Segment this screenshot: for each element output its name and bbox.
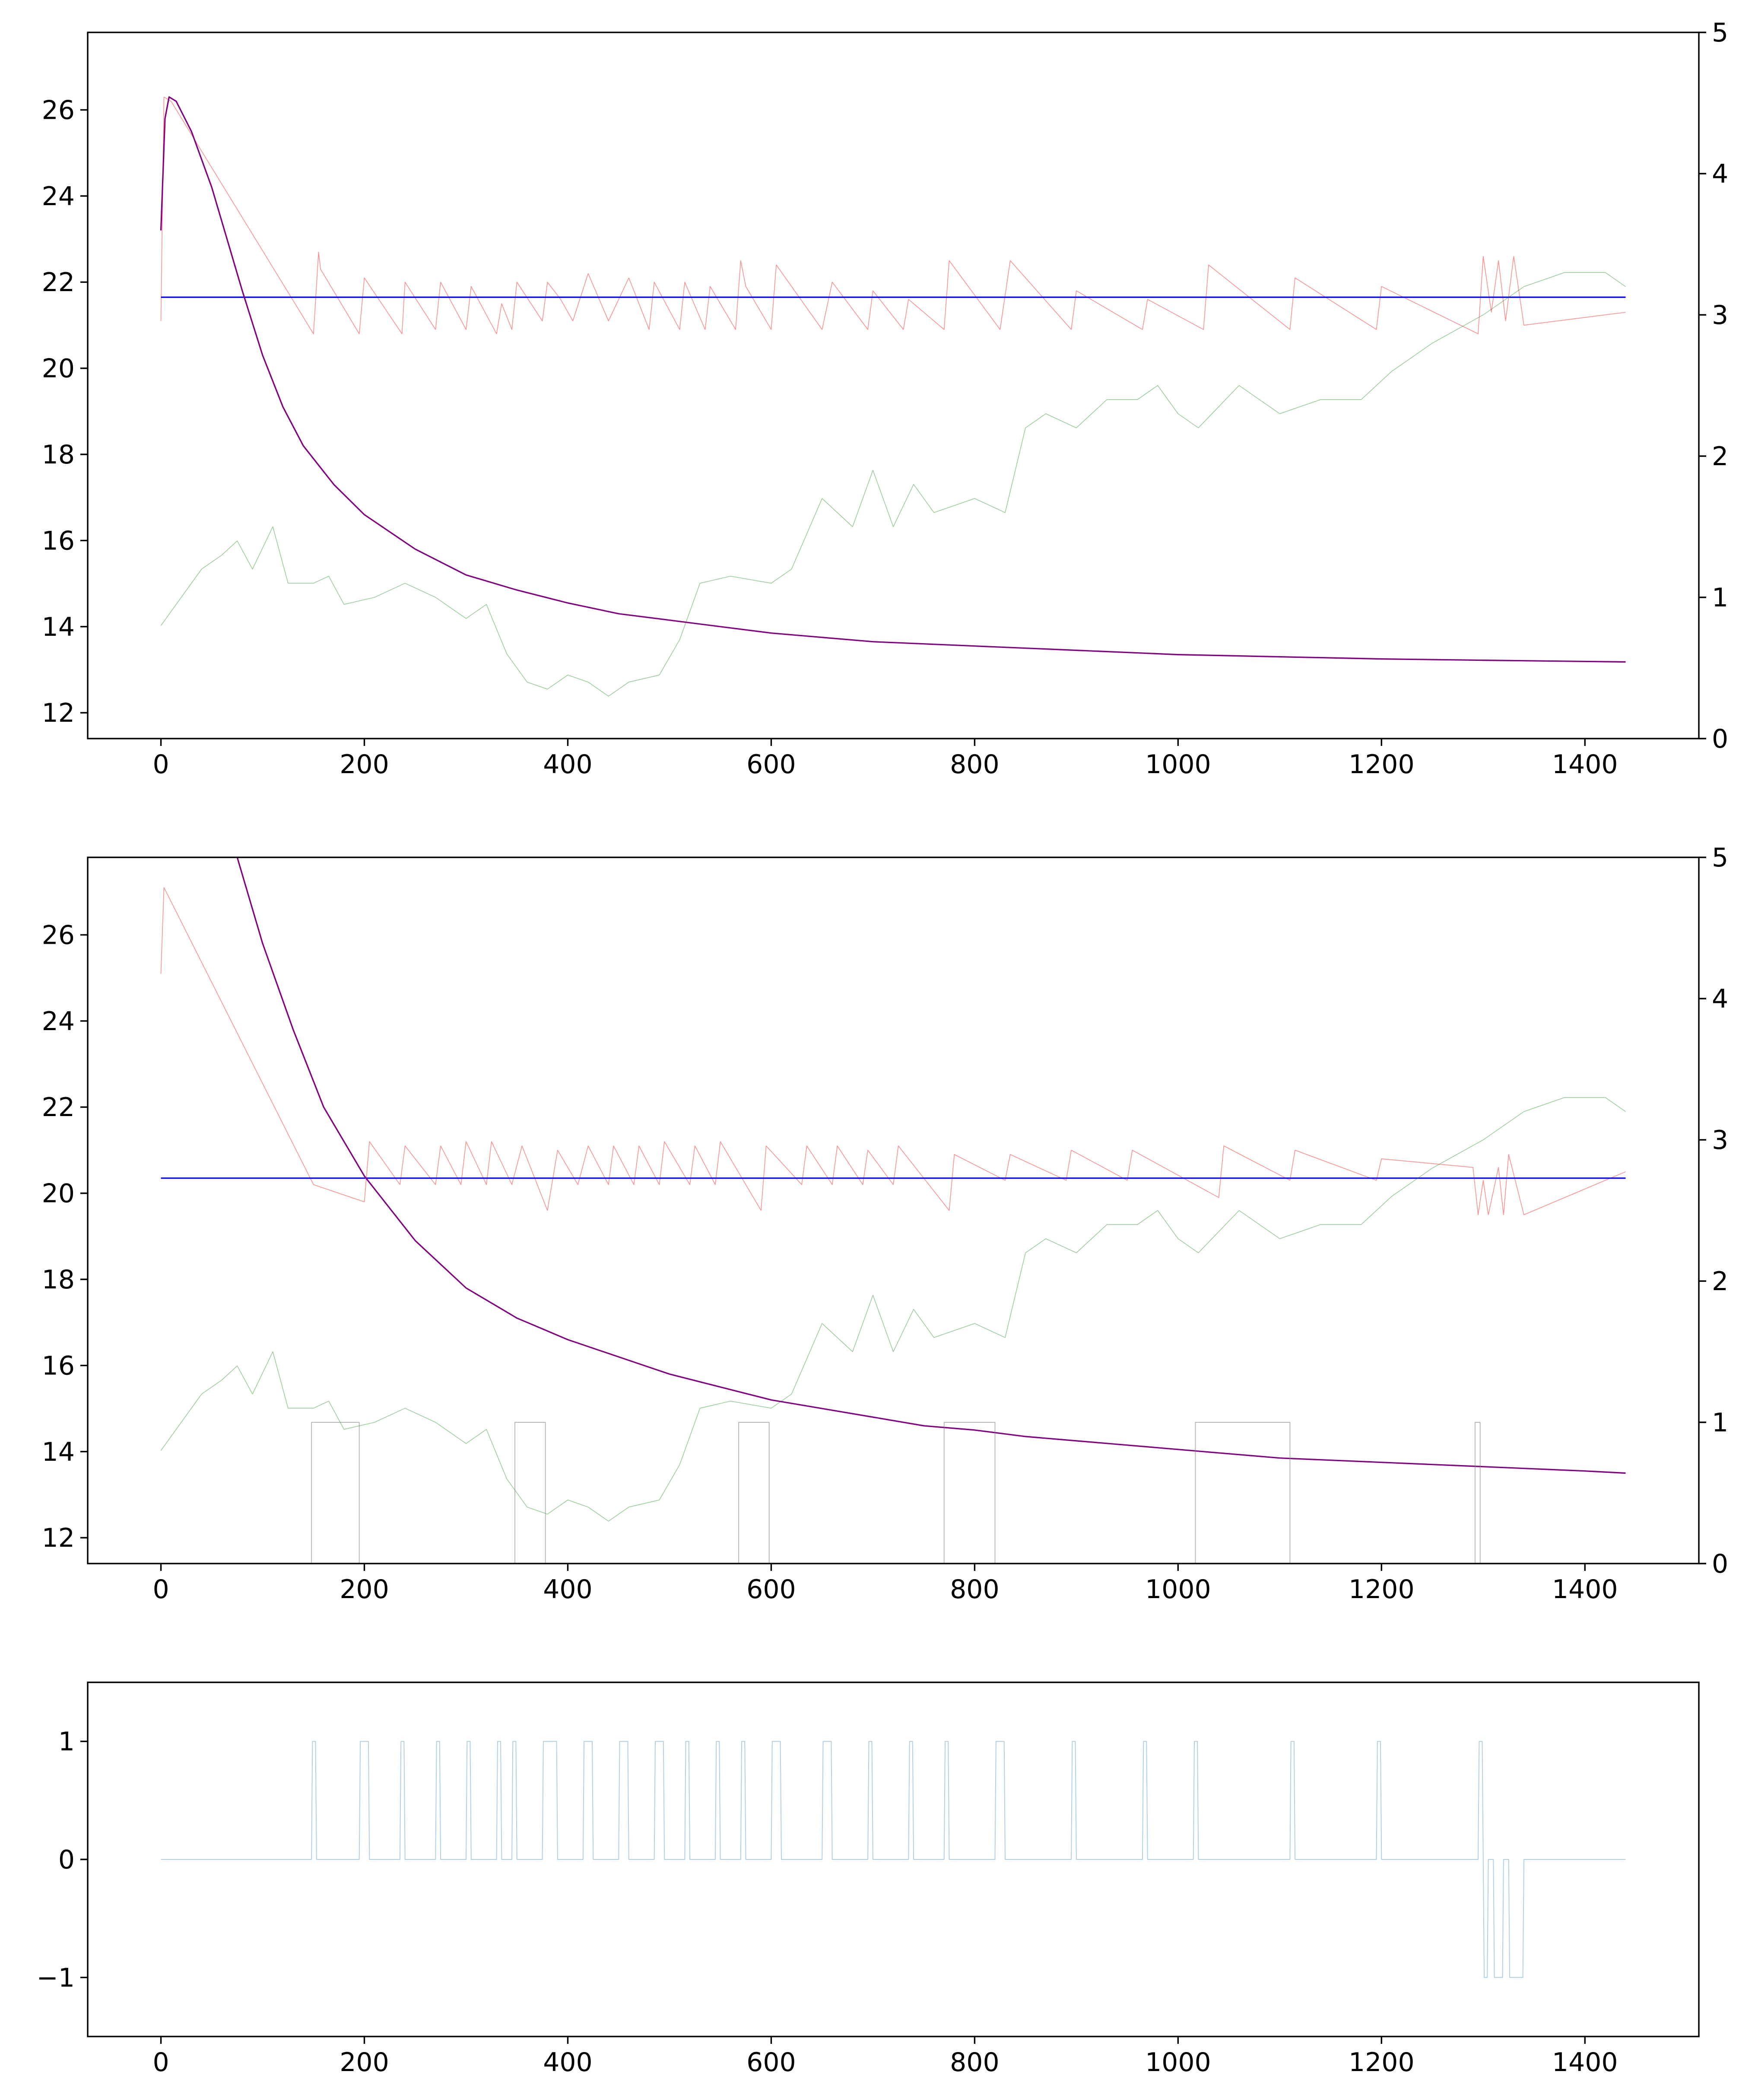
x-tick-label: 400 <box>543 1574 593 1605</box>
y-tick-label: −1 <box>37 1963 75 1993</box>
axes-frame <box>87 32 1700 739</box>
y2-tick-label: 5 <box>1712 18 1728 48</box>
y-tick-label: 26 <box>42 95 75 125</box>
y-tick-label: 20 <box>42 354 75 384</box>
x-tick-label: 0 <box>152 2047 169 2078</box>
y-tick-label: 12 <box>42 1523 75 1553</box>
y-tick-label: 24 <box>42 1006 75 1037</box>
x-tick-label: 1000 <box>1145 1574 1211 1605</box>
y2-tick-label: 5 <box>1712 843 1728 873</box>
x-tick-label: 0 <box>152 749 169 780</box>
x-tick-label: 1400 <box>1552 1574 1618 1605</box>
series-line-3 <box>236 857 1626 1474</box>
y2-tick-label: 1 <box>1712 583 1728 613</box>
y2-tick-label: 4 <box>1712 159 1728 189</box>
x-tick-label: 400 <box>543 749 593 780</box>
x-tick-label: 1200 <box>1349 1574 1415 1605</box>
y-tick-label: 16 <box>42 526 75 556</box>
x-tick-label: 600 <box>746 1574 796 1605</box>
series-line-0 <box>160 96 1626 334</box>
top-panel: 0 200 400 600 800 1000 1200 1400121416182022242… <box>42 18 1729 780</box>
y-tick-label: 22 <box>42 1092 75 1123</box>
axes-frame <box>87 856 1700 1564</box>
y-tick-label: 18 <box>42 1265 75 1295</box>
series-line-3 <box>160 96 1626 663</box>
series-line-0 <box>161 1741 1626 1978</box>
x-tick-label: 800 <box>950 1574 1000 1605</box>
x-tick-label: 200 <box>340 1574 389 1605</box>
x-tick-label: 1200 <box>1349 749 1415 780</box>
x-tick-label: 1000 <box>1145 2047 1211 2078</box>
x-tick-label: 1400 <box>1552 2047 1618 2078</box>
plot-area <box>161 1741 1626 1978</box>
y2-tick-label: 2 <box>1712 1266 1728 1297</box>
y2-tick-label: 0 <box>1712 1549 1728 1579</box>
x-tick-label: 1200 <box>1349 2047 1415 2078</box>
x-tick-label: 1400 <box>1552 749 1618 780</box>
y2-tick-label: 2 <box>1712 441 1728 472</box>
y-tick-label: 14 <box>42 1437 75 1467</box>
bottom-panel: 0 200 400 600 800 1000 1200 1400 −1 0 1 <box>37 1681 1700 2078</box>
series-line-2 <box>160 272 1626 697</box>
x-tick-label: 200 <box>340 749 389 780</box>
y-tick-label: 24 <box>42 181 75 212</box>
middle-panel: 0 200 400 600 800 1000 1200 1400121416182022242… <box>42 843 1729 1605</box>
x-tick-label: 1000 <box>1145 749 1211 780</box>
y-tick-label: 0 <box>58 1845 75 1875</box>
y2-tick-label: 3 <box>1712 300 1728 330</box>
plot-area <box>160 96 1626 697</box>
x-tick-label: 600 <box>746 749 796 780</box>
y-tick-label: 26 <box>42 920 75 950</box>
x-tick-label: 800 <box>950 2047 1000 2078</box>
x-tick-label: 200 <box>340 2047 389 2078</box>
y-tick-label: 20 <box>42 1179 75 1209</box>
y-tick-label: 16 <box>42 1351 75 1381</box>
y2-tick-label: 1 <box>1712 1408 1728 1438</box>
y-tick-label: 18 <box>42 440 75 470</box>
y-tick-label: 1 <box>58 1727 75 1757</box>
y2-tick-label: 4 <box>1712 984 1728 1014</box>
y2-tick-label: 0 <box>1712 724 1728 754</box>
y2-tick-label: 3 <box>1712 1125 1728 1155</box>
series-line-0 <box>160 887 1626 1215</box>
x-tick-label: 0 <box>152 1574 169 1605</box>
x-tick-label: 400 <box>543 2047 593 2078</box>
x-tick-label: 600 <box>746 2047 796 2078</box>
x-tick-label: 800 <box>950 749 1000 780</box>
y-tick-label: 22 <box>42 267 75 298</box>
plot-area <box>160 857 1626 1564</box>
y-tick-label: 12 <box>42 698 75 728</box>
y-tick-label: 14 <box>42 612 75 642</box>
